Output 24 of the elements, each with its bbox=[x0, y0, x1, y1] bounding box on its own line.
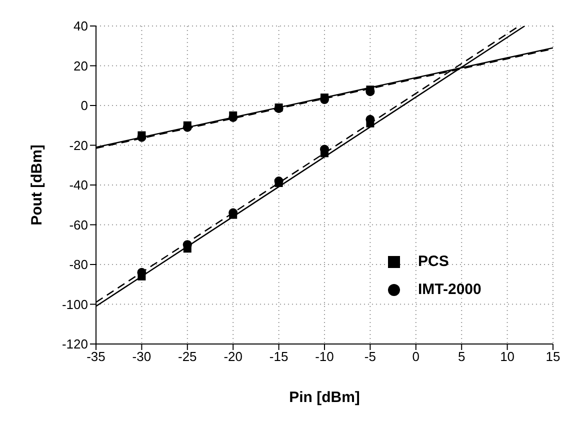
y-axis-title: Pout [dBm] bbox=[28, 144, 46, 226]
y-tick-label: 0 bbox=[80, 98, 88, 114]
y-tick-label: 20 bbox=[74, 58, 88, 74]
x-tick-label: -5 bbox=[364, 349, 376, 364]
x-tick-label: -20 bbox=[224, 349, 242, 364]
y-tick-label: -120 bbox=[62, 336, 88, 352]
x-tick-label: -15 bbox=[269, 349, 288, 364]
y-tick-label: -20 bbox=[69, 138, 88, 153]
x-tick-label: -30 bbox=[132, 349, 152, 364]
x-tick-label: 5 bbox=[458, 349, 466, 364]
x-tick-label: 10 bbox=[500, 349, 515, 364]
y-tick-label: -80 bbox=[69, 257, 88, 272]
x-tick-label: 15 bbox=[546, 349, 560, 364]
y-tick-label: -40 bbox=[69, 178, 88, 193]
y-tick-label: -100 bbox=[62, 296, 88, 312]
x-tick-label: -10 bbox=[315, 349, 334, 364]
x-tick-label: -35 bbox=[86, 349, 106, 364]
x-tick-label: 0 bbox=[412, 349, 420, 364]
legend-label: PCS bbox=[418, 253, 449, 270]
y-tick-label: 40 bbox=[74, 18, 88, 34]
x-axis-title: Pin [dBm] bbox=[289, 389, 360, 406]
x-tick-label: -25 bbox=[178, 349, 197, 364]
legend-label: IMT-2000 bbox=[418, 281, 482, 298]
y-tick-label: -60 bbox=[69, 217, 88, 232]
